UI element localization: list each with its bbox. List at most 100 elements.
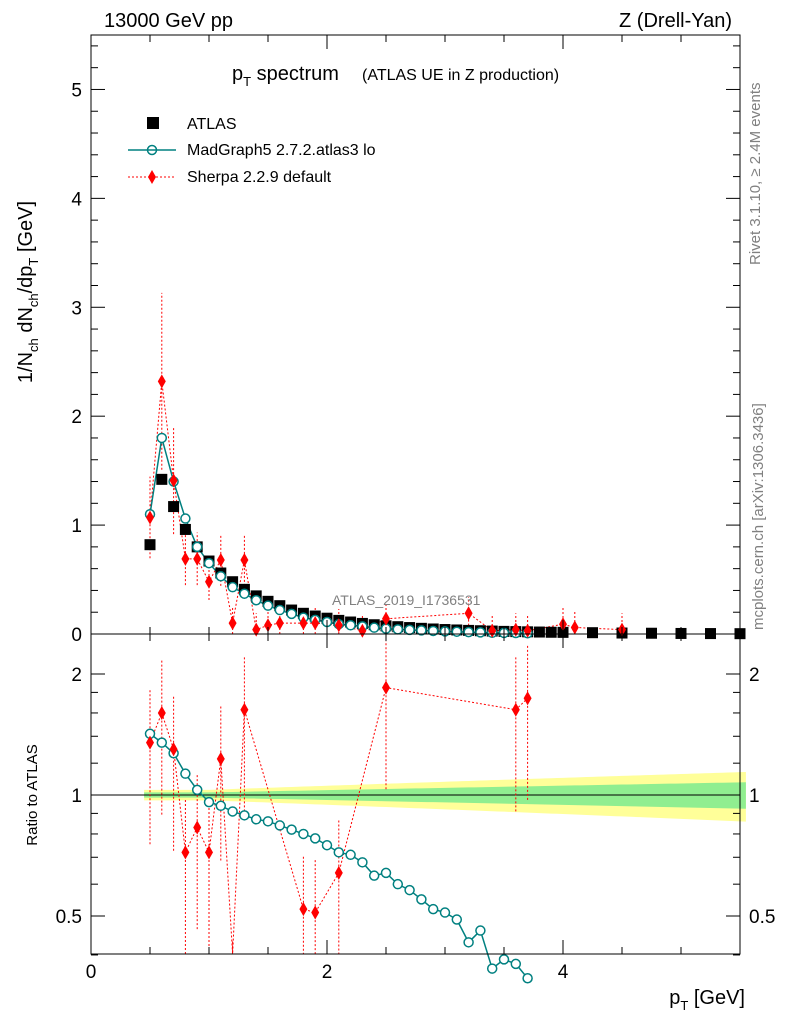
ratio-y-label: Ratio to ATLAS — [24, 744, 41, 845]
ratio-madgraph-point — [309, 833, 321, 844]
ratio-sherpa-line — [149, 687, 528, 955]
ratio-madgraph-point — [475, 925, 486, 936]
madgraph-point — [191, 541, 203, 553]
ratio-madgraph-point — [321, 839, 333, 851]
x-tick-label: 2 — [322, 962, 333, 983]
sherpa-point — [511, 622, 520, 637]
ratio-madgraph-point — [439, 907, 451, 918]
ratio-sherpa-point — [216, 751, 225, 766]
x-tick-label: 0 — [86, 962, 97, 983]
ratio-sherpa-point — [146, 735, 154, 750]
ratio-madgraph-point — [392, 878, 404, 890]
ratio-sherpa-point — [334, 865, 343, 880]
sherpa-point — [299, 616, 308, 631]
ratio-sherpa-point — [523, 691, 532, 706]
sherpa-point — [240, 552, 249, 567]
legend-sherpa-marker — [148, 170, 156, 184]
ratio-madgraph-point — [416, 894, 427, 905]
ratio-sherpa-point — [382, 680, 390, 695]
sherpa-point — [311, 616, 320, 631]
sherpa-point — [228, 616, 237, 631]
madgraph-point — [227, 581, 238, 593]
atlas-point — [168, 501, 180, 513]
sherpa-point — [205, 574, 213, 589]
atlas-point — [646, 627, 657, 639]
chart-title: pT spectrum — [232, 63, 339, 89]
main-panel: 0 1 2 3 4 5 pT spectrum (ATLAS UE in Z produc… — [15, 34, 746, 646]
x-tick-label: 4 — [558, 962, 569, 983]
ratio-madgraph-point — [463, 937, 474, 948]
ratio-y-tick-label: 1 — [71, 786, 82, 807]
ratio-sherpa-point — [240, 702, 249, 717]
ratio-madgraph-point — [404, 884, 415, 896]
madgraph-point — [345, 620, 356, 631]
madgraph-point — [262, 600, 274, 611]
atlas-point — [179, 523, 191, 535]
madgraph-point — [368, 622, 380, 633]
madgraph-point — [404, 624, 415, 636]
ratio-madgraph-point — [286, 824, 297, 835]
sherpa-point — [146, 510, 154, 525]
madgraph-point — [215, 571, 227, 582]
ratio-sherpa-point — [311, 905, 320, 920]
madgraph-point — [463, 626, 474, 638]
madgraph-point — [156, 432, 168, 444]
chart-subtitle: (ATLAS UE in Z production) — [362, 67, 559, 84]
madgraph-point — [286, 608, 297, 620]
ratio-madgraph-point — [498, 954, 510, 965]
ratio-sherpa-point — [299, 902, 308, 917]
ratio-panel-frame — [90, 633, 741, 955]
atlas-point — [587, 627, 598, 639]
ratio-sherpa-point — [193, 820, 202, 835]
ratio-madgraph-point — [380, 867, 392, 879]
ratio-madgraph-point — [191, 784, 203, 796]
madgraph-point — [180, 513, 191, 524]
sherpa-point — [252, 622, 261, 637]
ratio-madgraph-point — [486, 963, 498, 974]
analysis-watermark: ATLAS_2019_I1736531 — [332, 592, 481, 608]
y-tick-label: 3 — [71, 298, 82, 319]
atlas-point — [533, 626, 545, 638]
ratio-madgraph-point — [156, 737, 168, 748]
sherpa-point — [181, 551, 190, 566]
ratio-y-tick-label: 0.5 — [56, 907, 82, 928]
sherpa-point — [570, 620, 579, 635]
ratio-madgraph-point — [368, 870, 380, 881]
rivet-label: Rivet 3.1.10, ≥ 2.4M events — [747, 83, 764, 266]
y-tick-label: 5 — [71, 80, 82, 101]
sherpa-point — [157, 374, 166, 389]
source-label: mcplots.cern.ch [arXiv:1306.3436] — [750, 403, 767, 630]
legend-madgraph-label: MadGraph5 2.7.2.atlas3 lo — [187, 142, 376, 159]
sherpa-point — [382, 611, 390, 626]
ratio-sherpa-point — [205, 845, 213, 860]
ratio-y-tick-label-right: 1 — [749, 786, 760, 807]
sherpa-point — [264, 618, 272, 633]
sherpa-point — [334, 618, 343, 633]
atlas-point — [144, 539, 156, 551]
ratio-madgraph-point — [427, 903, 439, 915]
ratio-madgraph-point — [239, 810, 250, 821]
ratio-madgraph-point — [215, 800, 227, 812]
atlas-point — [156, 473, 168, 485]
sherpa-point — [275, 616, 284, 631]
sherpa-point — [216, 552, 225, 567]
madgraph-point — [392, 624, 404, 635]
y-tick-label: 2 — [71, 407, 82, 428]
legend: ATLAS MadGraph5 2.7.2.atlas3 lo Sherpa 2… — [128, 116, 376, 186]
ratio-madgraph-point — [250, 814, 262, 825]
atlas-point — [545, 626, 557, 638]
ratio-madgraph-point — [333, 847, 345, 858]
madgraph-point — [274, 604, 286, 616]
sherpa-point — [464, 606, 473, 621]
energy-label: 13000 GeV pp — [104, 10, 233, 32]
madgraph-point — [416, 625, 427, 636]
madgraph-point — [451, 626, 463, 637]
y-tick-label: 0 — [71, 625, 82, 646]
process-label: Z (Drell-Yan) — [619, 10, 732, 32]
madgraph-point — [203, 557, 215, 569]
ratio-y-tick-label: 2 — [71, 665, 82, 686]
ratio-sherpa-point — [157, 705, 166, 720]
ratio-madgraph-point — [274, 820, 286, 831]
legend-atlas-label: ATLAS — [187, 116, 237, 133]
